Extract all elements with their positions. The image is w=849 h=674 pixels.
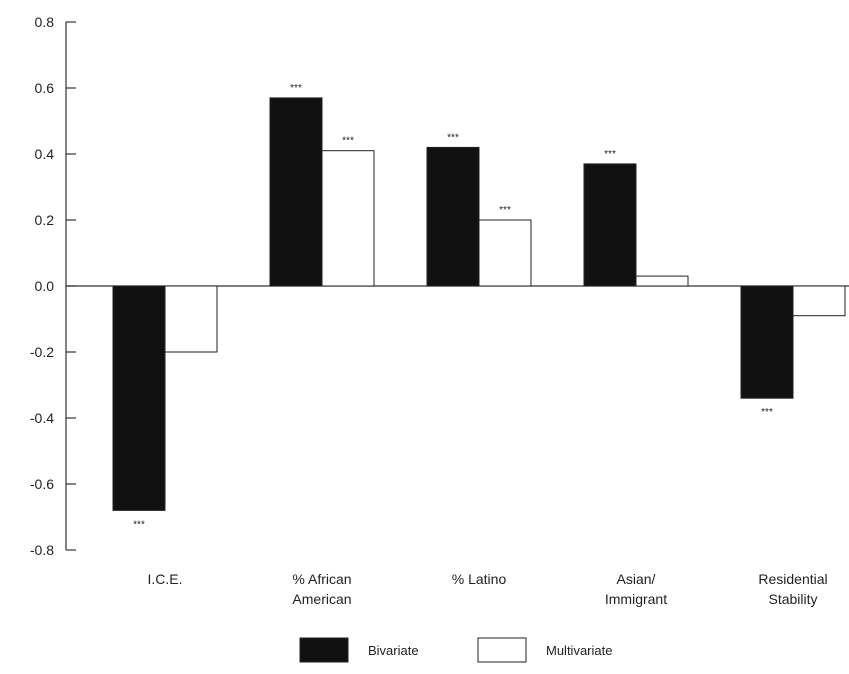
legend-swatch-multivariate: [477, 637, 527, 663]
multivariate-bar-1: [321, 150, 375, 287]
y-tick-label: 0.0: [35, 278, 55, 294]
category-label: Asian/: [617, 571, 656, 587]
significance-marker: ***: [133, 519, 145, 530]
y-tick-label: -0.8: [30, 542, 54, 558]
multivariate-bar-4: [792, 285, 846, 317]
significance-marker: ***: [447, 132, 459, 143]
significance-marker: ***: [290, 83, 302, 94]
category-label: I.C.E.: [147, 571, 182, 587]
bivariate-bar-2: [426, 146, 480, 287]
y-tick-label: 0.2: [35, 212, 55, 228]
y-tick-label: -0.4: [30, 410, 54, 426]
category-labels: I.C.E. % African American % Latino Asian/Imm…: [147, 571, 827, 607]
significance-marker: ***: [761, 407, 773, 418]
bars: [112, 97, 846, 511]
category-label: Stability: [768, 591, 817, 607]
multivariate-bar-3: [635, 275, 689, 287]
significance-markers: *** *** *** *** *** *** ***: [133, 83, 773, 531]
y-tick-label: 0.8: [35, 14, 55, 30]
legend-label-multivariate: Multivariate: [546, 643, 612, 658]
category-label: Immigrant: [605, 591, 667, 607]
legend: Bivariate Multivariate: [299, 637, 612, 663]
y-tick-label: -0.6: [30, 476, 54, 492]
legend-swatch-bivariate: [299, 637, 349, 663]
bivariate-bar-4: [740, 285, 794, 399]
significance-marker: ***: [499, 205, 511, 216]
category-label: Residential: [758, 571, 827, 587]
y-tick-label: -0.2: [30, 344, 54, 360]
category-label: % African: [292, 571, 351, 587]
multivariate-bar-0: [164, 285, 218, 353]
multivariate-bar-2: [478, 219, 532, 287]
y-tick-label: 0.4: [35, 146, 55, 162]
significance-marker: ***: [342, 136, 354, 147]
y-tick-label: 0.6: [35, 80, 55, 96]
category-label: American: [292, 591, 351, 607]
bivariate-bar-0: [112, 285, 166, 511]
bivariate-bar-3: [583, 163, 637, 287]
significance-marker: ***: [604, 149, 616, 160]
category-label: % Latino: [452, 571, 507, 587]
legend-label-bivariate: Bivariate: [368, 643, 419, 658]
bivariate-bar-1: [269, 97, 323, 287]
